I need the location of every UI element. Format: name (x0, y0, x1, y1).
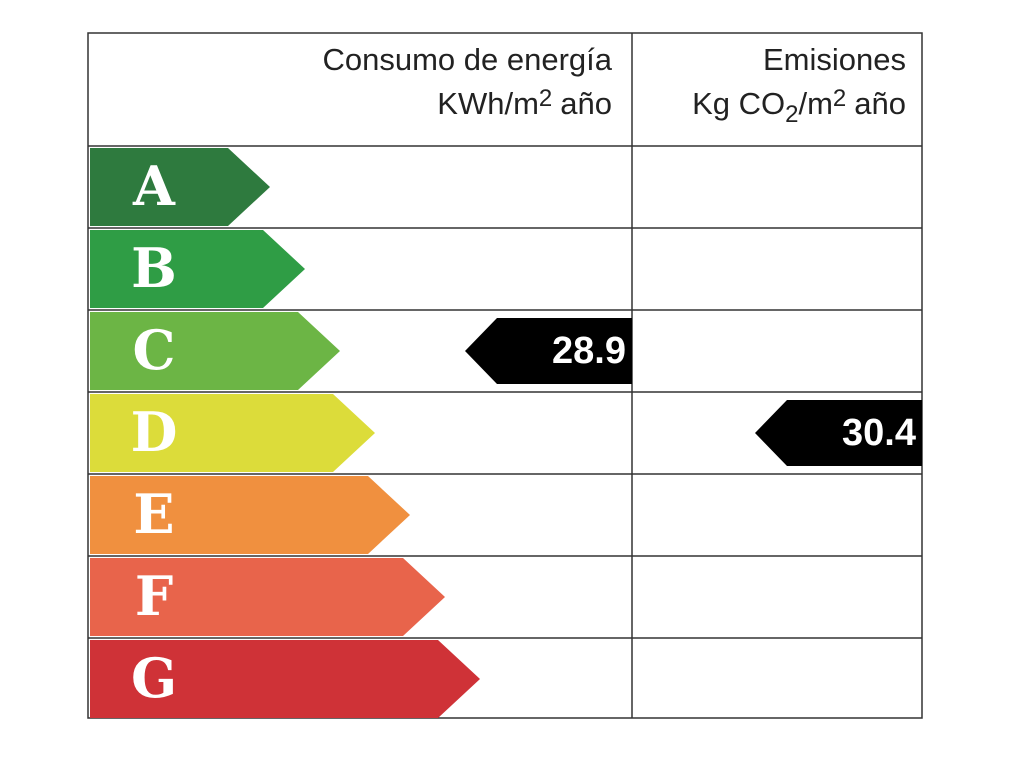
emissions-title: Emisiones (763, 42, 906, 77)
rating-arrow (755, 400, 922, 466)
class-letter: F (135, 564, 173, 628)
class-letter: B (131, 236, 177, 300)
class-arrow (90, 312, 340, 390)
emissions-unit: Kg CO2/m2 año (692, 85, 906, 128)
unit-part: /m (798, 86, 832, 121)
class-letter: A (132, 154, 176, 218)
class-letter: D (131, 400, 178, 464)
frame (87, 32, 923, 719)
class-arrow (90, 640, 480, 718)
class-arrow (90, 148, 270, 226)
unit-part: año (560, 86, 612, 121)
unit-sup: 2 (833, 85, 846, 112)
class-arrow (90, 476, 410, 554)
class-letter: E (133, 482, 174, 546)
class-arrow (90, 394, 375, 472)
rating-value: 30.4 (842, 412, 916, 454)
unit-part: KWh/m (437, 86, 539, 121)
rating-value: 28.9 (552, 330, 626, 372)
unit-sub: 2 (785, 101, 798, 128)
rating-arrow (465, 318, 632, 384)
class-letter: C (133, 318, 176, 382)
unit-part: año (854, 86, 906, 121)
class-letter: G (131, 646, 177, 710)
energy-title: Consumo de energía (322, 42, 612, 77)
class-arrow (90, 558, 445, 636)
unit-part: Kg CO (692, 86, 785, 121)
unit-sup: 2 (539, 85, 552, 112)
energy-unit: KWh/m2 año (437, 85, 612, 121)
class-arrow (90, 230, 305, 308)
